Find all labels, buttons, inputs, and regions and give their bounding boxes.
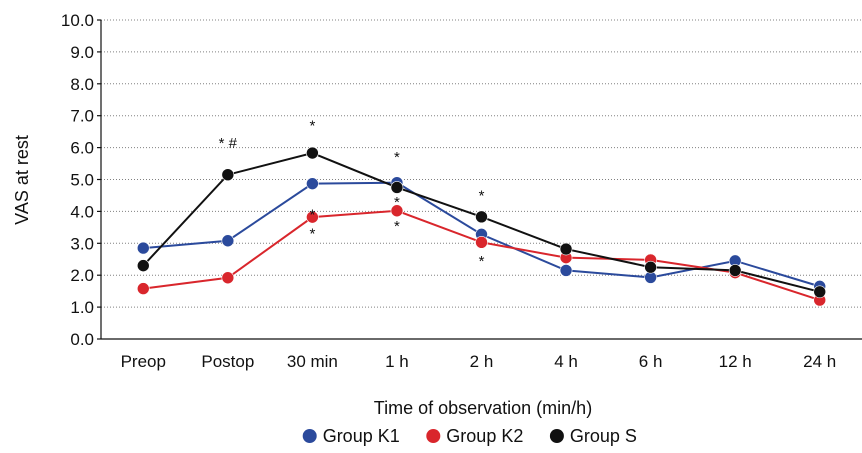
y-tick-labels: 0.0 1.0 2.0 3.0 4.0 5.0 6.0 7.0 8.0 9.0 10.0 — [61, 11, 94, 349]
y-tick-label: 0.0 — [70, 330, 94, 349]
x-tick-label: Preop — [121, 352, 166, 371]
legend: Group K1 Group K2 Group S — [302, 426, 637, 446]
data-point — [221, 168, 235, 182]
x-tick-label: 6 h — [639, 352, 663, 371]
x-tick-label: 2 h — [470, 352, 494, 371]
series-group-s — [136, 146, 827, 299]
data-point — [306, 146, 319, 160]
x-tick-label: 30 min — [287, 352, 338, 371]
data-point — [813, 285, 827, 299]
significance-marker: * — [394, 218, 400, 235]
legend-label: Group K2 — [446, 426, 523, 446]
data-point — [136, 241, 150, 255]
data-point — [306, 210, 319, 224]
significance-marker: * — [394, 149, 400, 166]
x-axis-title: Time of observation (min/h) — [374, 398, 592, 418]
data-point — [644, 260, 657, 274]
significance-marker: * — [479, 187, 485, 204]
legend-item: Group K2 — [426, 426, 523, 446]
data-point — [306, 177, 319, 190]
y-tick-label: 6.0 — [70, 139, 94, 158]
significance-marker: * — [309, 117, 315, 134]
legend-item: Group K1 — [302, 426, 400, 446]
legend-marker — [426, 429, 441, 443]
series — [136, 146, 827, 307]
data-point — [728, 264, 742, 277]
data-point — [136, 259, 150, 272]
data-point — [475, 236, 488, 249]
x-tick-label: 1 h — [385, 352, 409, 371]
axes — [97, 19, 862, 340]
y-tick-label: 8.0 — [70, 75, 94, 94]
data-point — [136, 282, 150, 295]
data-point — [221, 234, 235, 248]
significance-marker: * — [309, 226, 315, 243]
legend-label: Group K1 — [323, 426, 400, 446]
y-tick-label: 7.0 — [70, 107, 94, 126]
data-point — [559, 264, 573, 277]
significance-annotations: * # * * * * * * * * — [219, 117, 485, 270]
x-tick-label: Postop — [201, 352, 254, 371]
y-tick-label: 3.0 — [70, 234, 94, 253]
y-axis-title: VAS at rest — [12, 135, 32, 225]
data-point — [390, 204, 404, 218]
legend-marker — [302, 429, 317, 443]
data-point — [221, 271, 235, 285]
y-tick-label: 1.0 — [70, 298, 94, 317]
x-tick-label: 24 h — [803, 352, 836, 371]
x-tick-labels: Preop Postop 30 min 1 h 2 h 4 h 6 h 12 h 24 h — [121, 352, 837, 371]
significance-marker: * — [309, 207, 315, 224]
data-point — [390, 181, 404, 194]
y-tick-label: 5.0 — [70, 171, 94, 190]
legend-label: Group S — [570, 426, 637, 446]
significance-marker: * — [479, 253, 485, 270]
y-tick-label: 2.0 — [70, 266, 94, 285]
y-tick-label: 10.0 — [61, 11, 94, 30]
data-point — [475, 210, 488, 224]
data-point — [559, 242, 573, 256]
y-tick-label: 4.0 — [70, 202, 94, 221]
significance-marker: * # — [219, 135, 238, 152]
y-tick-label: 9.0 — [70, 43, 94, 62]
legend-item: Group S — [549, 426, 637, 446]
x-tick-label: 12 h — [719, 352, 752, 371]
significance-marker: * — [394, 194, 400, 211]
legend-marker — [549, 429, 564, 443]
x-tick-label: 4 h — [554, 352, 578, 371]
